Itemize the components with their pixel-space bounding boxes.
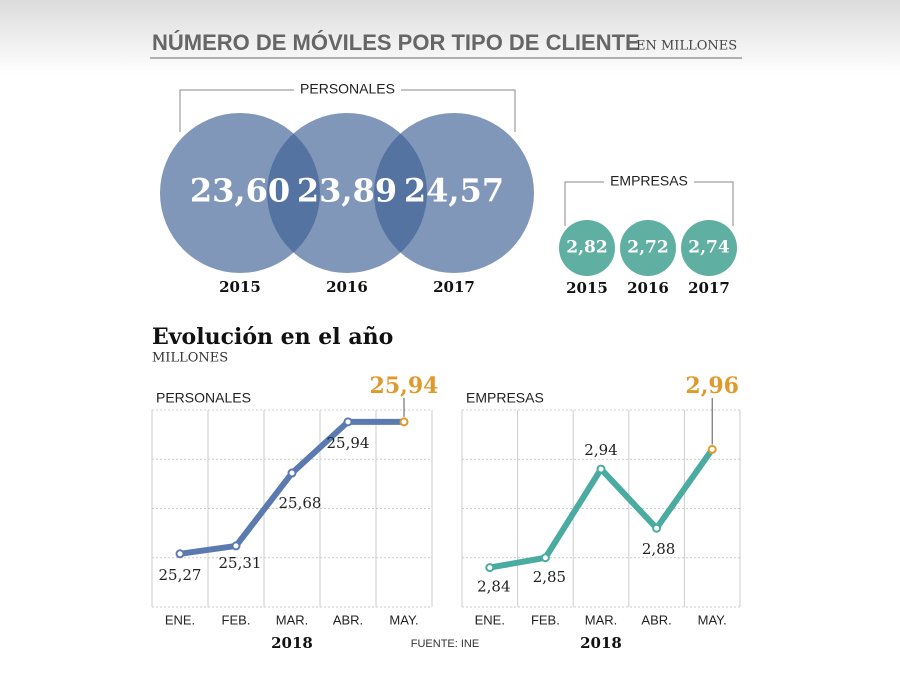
point	[485, 563, 495, 573]
point	[175, 549, 185, 559]
x-tick-label: FEB.	[531, 612, 560, 627]
header-subtitle: EN MILLONES	[636, 39, 737, 54]
x-tick-label: ENE.	[165, 612, 195, 627]
value-circle	[559, 220, 615, 276]
point	[596, 464, 606, 474]
group-title: EMPRESAS	[610, 173, 688, 189]
value-circle	[681, 220, 737, 276]
category-label: 2017	[688, 279, 730, 297]
value-label: 25,31	[219, 554, 262, 572]
value-label: 25,68	[279, 494, 322, 512]
x-tick-label: FEB.	[222, 612, 251, 627]
point	[707, 444, 717, 454]
category-label: 2016	[627, 279, 669, 297]
point	[287, 468, 297, 478]
section-subtitle: MILLONES	[152, 351, 228, 366]
x-tick-label: ABR.	[333, 612, 363, 627]
point	[231, 541, 241, 551]
point	[652, 523, 662, 533]
value-label: 2,88	[642, 540, 675, 558]
chart-title: PERSONALES	[156, 390, 251, 406]
value-label: 2,84	[477, 578, 510, 596]
value-label: 23,60	[190, 172, 290, 210]
value-label: 2,72	[627, 238, 668, 258]
value-label: 25,27	[159, 566, 202, 584]
value-circle	[374, 113, 534, 273]
value-label: 25,94	[327, 434, 370, 452]
category-label: 2017	[433, 278, 475, 296]
highlight-label: 25,94	[370, 373, 439, 399]
point	[399, 417, 409, 427]
value-label: 2,94	[584, 441, 617, 459]
line	[179, 418, 404, 557]
point	[540, 553, 550, 563]
header-background	[0, 0, 900, 75]
x-tick-label: ENE.	[475, 612, 505, 627]
value-label: 2,74	[688, 238, 730, 258]
x-tick-label: MAY.	[389, 612, 418, 627]
header-title: NÚMERO DE MÓVILES POR TIPO DE CLIENTE	[152, 30, 640, 55]
source: FUENTE: INE	[411, 638, 479, 650]
title-background	[294, 80, 401, 97]
section-title: Evolución en el año	[152, 324, 393, 350]
value-label: 2,82	[566, 238, 607, 258]
category-label: 2016	[326, 278, 368, 296]
title-background	[604, 172, 694, 189]
x-tick-label: ABR.	[641, 612, 671, 627]
value-label: 23,89	[297, 172, 397, 210]
x-axis-label: 2018	[271, 634, 313, 652]
x-tick-label: MAR.	[585, 612, 618, 627]
highlight-label: 2,96	[685, 373, 739, 399]
x-axis-label: 2018	[580, 634, 622, 652]
value-label: 2,85	[533, 568, 566, 586]
category-label: 2015	[219, 278, 261, 296]
value-circle	[620, 220, 676, 276]
group-title: PERSONALES	[300, 81, 395, 97]
category-label: 2015	[566, 279, 608, 297]
point	[343, 417, 353, 427]
x-tick-label: MAR.	[276, 612, 309, 627]
value-label: 24,57	[404, 172, 504, 210]
x-tick-label: MAY.	[698, 612, 727, 627]
chart-title: EMPRESAS	[466, 390, 544, 406]
